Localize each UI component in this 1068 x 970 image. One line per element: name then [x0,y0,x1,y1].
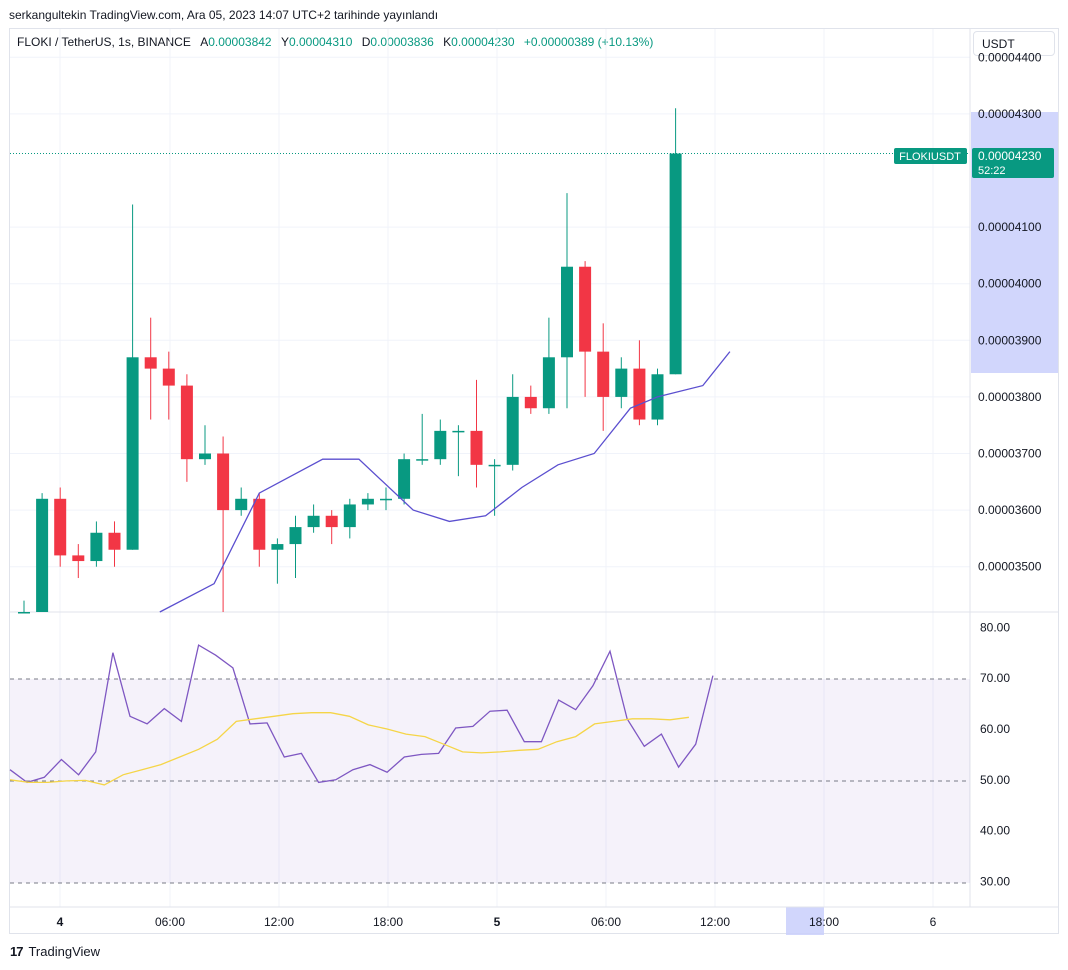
candle-body [488,464,501,467]
legend-header: FLOKI / TetherUS, 1s, BINANCE A0.0000384… [17,35,653,49]
candle-body [271,544,284,550]
time-axis[interactable]: 4 06:00 12:00 18:00 5 06:00 12:00 18:00 6 [57,915,937,929]
rsi-tick-label: 80.00 [980,620,1010,634]
candle-body [398,459,411,499]
candle-body [253,498,266,550]
candle-body [561,266,573,358]
candle-body [18,612,30,614]
last-price-tag-bg [972,148,1054,178]
symbol-tag-bg [894,148,967,164]
open-label: A [200,35,209,49]
symbol-tag: FLOKIUSDT [899,151,961,163]
close-label: K [443,35,452,49]
candle-body [108,532,121,550]
chart-frame [9,28,1059,934]
candle-body [72,555,85,562]
price-tick-label: 0.00003900 [978,333,1042,347]
tradingview-brand: TradingView [28,944,101,959]
price-tick-label: 0.00004100 [978,220,1042,234]
last-price-tag: 0.00004230 [978,149,1042,163]
time-tick-label: 06:00 [591,915,621,929]
open-value: 0.00003842 [208,35,272,49]
candle-body [524,396,537,409]
time-range-highlight [786,907,824,935]
candle-body [615,368,628,397]
candle-body [633,368,646,420]
candle-body [416,459,429,461]
candle-body [434,430,447,460]
time-tick-label: 06:00 [155,915,185,929]
candle-body [343,504,356,528]
rsi-axis[interactable]: 80.00 70.00 60.00 50.00 40.00 30.00 [980,620,1010,888]
rsi-ma-line [9,712,689,786]
time-tick-label: 12:00 [700,915,730,929]
rsi-tick-label: 70.00 [980,671,1010,685]
time-tick-label: 6 [930,915,937,929]
candle-body [542,357,555,409]
time-tick-label: 5 [494,915,501,929]
moving-average-line [159,351,731,613]
bar-countdown: 52:22 [978,165,1006,177]
low-label: D [361,35,371,49]
candle-body [126,357,139,550]
candle-body [144,357,157,369]
price-tick-label: 0.00003700 [978,447,1042,461]
rsi-tick-label: 40.00 [980,824,1010,838]
candle-body [506,396,519,465]
high-value: 0.00004310 [288,35,353,49]
candle-body [180,385,193,460]
low-value: 0.00003836 [370,35,434,49]
publish-caption: serkangultekin TradingView.com, Ara 05, … [9,8,439,22]
time-tick-label: 18:00 [373,915,403,929]
time-tick-label: 12:00 [264,915,294,929]
rsi-line [9,644,714,784]
candle-body [452,430,465,433]
rsi-tick-label: 60.00 [980,722,1010,736]
high-label: Y [280,35,289,49]
candle-body [579,266,592,352]
candles-layer [18,108,682,614]
change-value: +0.00000389 (+10.13%) [523,35,654,49]
candle-body [90,532,103,562]
candle-body [36,498,49,612]
candle-body [199,453,211,460]
time-tick-label: 4 [57,915,64,929]
candle-body [380,498,392,501]
price-tick-label: 0.00004400 [978,50,1042,64]
candle-body [669,153,682,375]
tradingview-logo-icon: 17 [10,944,24,959]
grid-lines [10,29,970,907]
candle-body [361,498,374,505]
candle-body [162,368,175,386]
price-tick-label: 0.00004000 [978,277,1042,291]
price-axis[interactable]: 0.00004400 0.00004300 0.00004100 0.00004000… [978,50,1042,573]
candle-body [307,515,320,528]
candle-body [235,498,248,511]
candle-body [289,527,302,545]
candle-body [597,351,610,397]
candle-body [217,453,230,511]
price-tick-label: 0.00004300 [978,107,1042,121]
currency-button[interactable]: USDT [973,31,1055,56]
time-tick-label: 18:00 [809,915,839,929]
price-tick-label: 0.00003500 [978,560,1042,574]
candle-body [325,515,338,528]
close-value: 0.00004230 [451,35,515,49]
rsi-tick-label: 50.00 [980,773,1010,787]
candle-body [470,430,483,465]
tradingview-logo[interactable]: 17 TradingView [10,944,100,959]
rsi-tick-label: 30.00 [980,875,1010,889]
price-tick-label: 0.00003800 [978,390,1042,404]
candle-body [54,498,67,556]
price-tick-label: 0.00003600 [978,503,1042,517]
